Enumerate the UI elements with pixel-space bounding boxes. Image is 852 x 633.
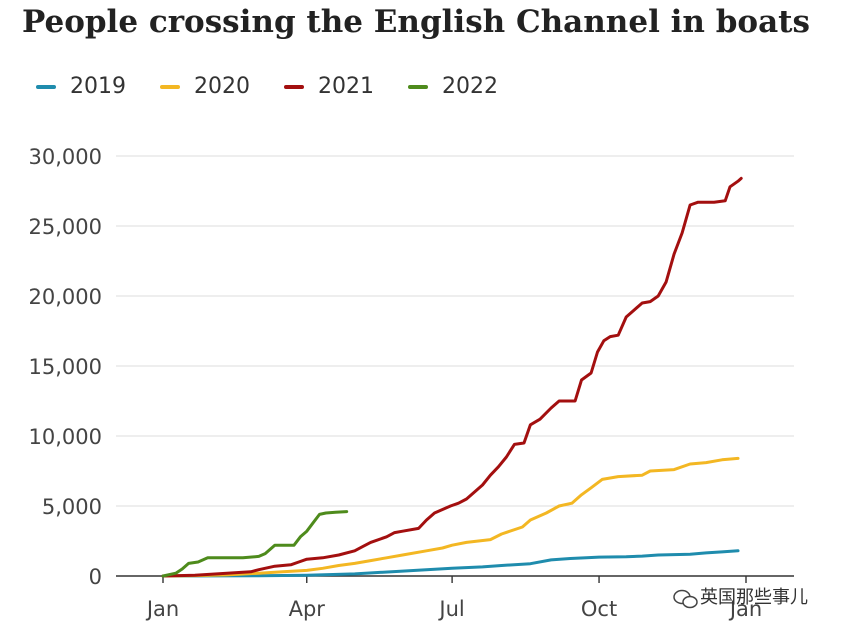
chart-legend: 2019 2020 2021 2022 <box>36 74 498 99</box>
legend-item-2022: 2022 <box>408 74 498 99</box>
legend-item-2021: 2021 <box>284 74 374 99</box>
series-line-2019 <box>161 549 740 578</box>
y-tick-label: 25,000 <box>29 215 102 239</box>
legend-item-2020: 2020 <box>160 74 250 99</box>
legend-swatch <box>36 84 56 89</box>
y-tick-label: 10,000 <box>29 425 102 449</box>
series-line-2022 <box>161 510 349 578</box>
wechat-icon <box>673 589 698 609</box>
legend-label: 2020 <box>194 74 250 99</box>
watermark-text: 英国那些事儿 <box>700 587 808 608</box>
legend-swatch <box>284 84 304 89</box>
x-tick-label: Jan <box>728 597 762 621</box>
series-line-2021 <box>161 176 743 578</box>
y-tick-label: 15,000 <box>29 355 102 379</box>
series-line-2020 <box>161 456 740 578</box>
watermark: 英国那些事儿 <box>673 587 808 609</box>
y-tick-label: 5,000 <box>42 495 102 519</box>
x-tick-label: Oct <box>581 597 617 621</box>
y-tick-label: 20,000 <box>29 285 102 309</box>
y-tick-label: 0 <box>89 565 102 589</box>
legend-item-2019: 2019 <box>36 74 126 99</box>
legend-label: 2019 <box>70 74 126 99</box>
legend-swatch <box>160 84 180 89</box>
legend-label: 2021 <box>318 74 374 99</box>
x-tick-label: Apr <box>289 597 326 621</box>
x-tick-label: Jan <box>145 597 179 621</box>
legend-label: 2022 <box>442 74 498 99</box>
y-tick-label: 30,000 <box>29 145 102 169</box>
chart-title: People crossing the English Channel in b… <box>22 4 810 40</box>
legend-swatch <box>408 84 428 89</box>
x-tick-label: Jul <box>437 597 464 621</box>
